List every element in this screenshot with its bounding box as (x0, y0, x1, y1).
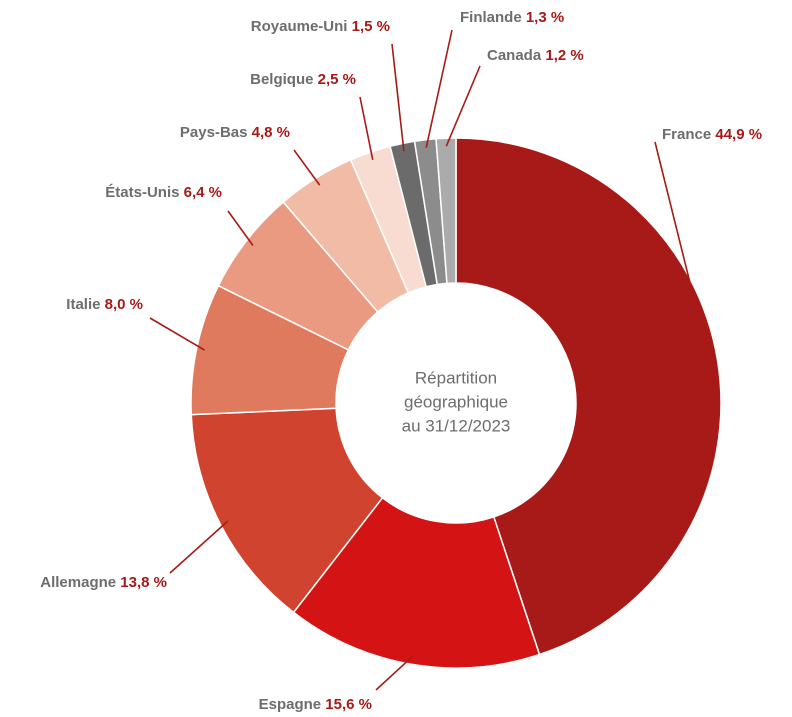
category-label: Belgique (250, 71, 313, 88)
leader-line (445, 65, 481, 147)
slice-label: Belgique 2,5 % (250, 71, 356, 88)
slice-label: Italie 8,0 % (66, 296, 143, 313)
leader-line (149, 317, 205, 351)
value-label: 15,6 % (325, 696, 372, 713)
value-label: 44,9 % (715, 126, 762, 143)
value-label: 2,5 % (318, 71, 356, 88)
leader-line (391, 43, 405, 152)
value-label: 1,5 % (352, 18, 390, 35)
slice (292, 496, 541, 669)
category-label: Allemagne (40, 574, 116, 591)
category-label: Finlande (460, 9, 522, 26)
slice (190, 407, 384, 614)
leader-line (425, 29, 453, 148)
slice-label: Finlande 1,3 % (460, 9, 564, 26)
leader-line (293, 149, 321, 186)
category-label: Pays-Bas (180, 124, 248, 141)
slice-label: Canada 1,2 % (487, 47, 584, 64)
category-label: Espagne (259, 696, 322, 713)
slice-label: États-Unis 6,4 % (105, 184, 222, 201)
center-text: géographique (404, 392, 508, 411)
slice-label: Pays-Bas 4,8 % (180, 124, 290, 141)
leader-line (654, 141, 711, 363)
value-label: 1,3 % (526, 9, 564, 26)
center-text: Répartition (415, 368, 497, 387)
value-label: 4,8 % (252, 124, 290, 141)
leader-line (375, 655, 414, 691)
slice-label: France 44,9 % (662, 126, 762, 143)
slice (455, 137, 722, 656)
value-label: 8,0 % (105, 296, 143, 313)
value-label: 1,2 % (545, 47, 583, 64)
slice-label: Allemagne 13,8 % (40, 574, 167, 591)
category-label: États-Unis (105, 184, 179, 201)
category-label: Canada (487, 47, 542, 64)
center-text: au 31/12/2023 (402, 416, 511, 435)
slice-label: Royaume-Uni 1,5 % (251, 18, 390, 35)
value-label: 13,8 % (120, 574, 167, 591)
category-label: France (662, 126, 711, 143)
value-label: 6,4 % (184, 184, 222, 201)
leader-line (359, 96, 374, 161)
leader-line (169, 520, 229, 574)
category-label: Italie (66, 296, 100, 313)
slice (435, 137, 457, 285)
slice-label: Espagne 15,6 % (259, 696, 372, 713)
category-label: Royaume-Uni (251, 18, 348, 35)
leader-line (227, 210, 254, 246)
